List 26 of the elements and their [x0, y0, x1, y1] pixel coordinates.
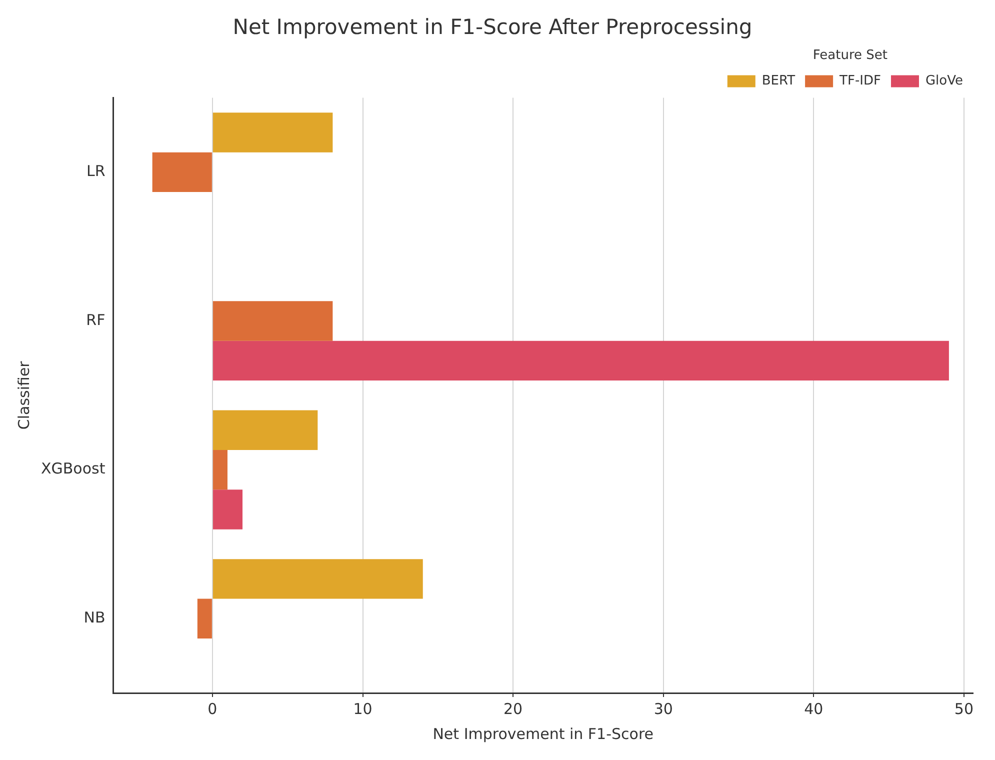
x-axis-title: Net Improvement in F1-Score [432, 724, 654, 743]
legend-label: BERT [762, 74, 796, 89]
x-tick-label: 50 [954, 700, 974, 718]
chart-title: Net Improvement in F1-Score After Preprocessing [232, 15, 752, 40]
legend-label: TF-IDF [838, 74, 881, 89]
bar [212, 340, 949, 381]
x-tick-label: 10 [353, 700, 372, 718]
x-tick-label: 30 [654, 700, 673, 718]
y-tick-label: RF [86, 310, 106, 329]
bar [212, 301, 333, 341]
bar [152, 152, 212, 192]
bar [212, 490, 243, 530]
legend-label: GloVe [925, 74, 964, 89]
legend-title: Feature Set [812, 48, 888, 64]
x-tick-label: 20 [504, 700, 523, 718]
bar [212, 112, 333, 152]
x-tick-label: 0 [208, 700, 218, 718]
x-tick-label: 40 [804, 700, 824, 718]
bar [197, 598, 212, 638]
bar [212, 410, 318, 450]
y-tick-label: XGBoost [40, 460, 106, 478]
bar [212, 450, 228, 490]
bar [212, 559, 423, 599]
y-tick-label: NB [84, 608, 106, 626]
y-tick-label: LR [86, 162, 106, 180]
y-axis-title: Classifier [14, 360, 33, 430]
